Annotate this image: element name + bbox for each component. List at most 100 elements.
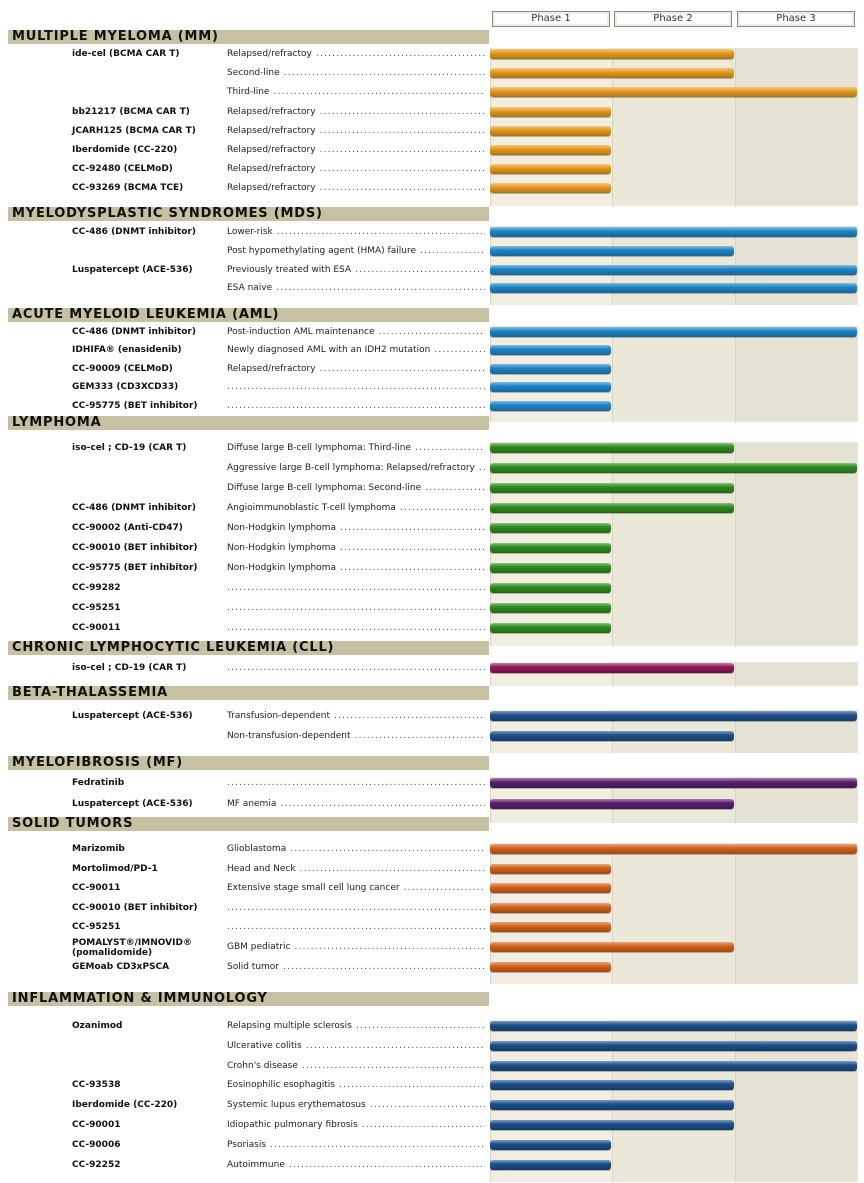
leader-dots: ........................................… bbox=[299, 863, 485, 874]
indication-text: Glioblastoma bbox=[227, 844, 287, 854]
phase-bar bbox=[490, 583, 611, 593]
indication-text: Solid tumor bbox=[227, 961, 280, 972]
drug-name: Mortolimod/PD-1 bbox=[72, 863, 158, 874]
leader-dots: ........................................… bbox=[227, 400, 485, 411]
indication-label: Autoimmune .............................… bbox=[227, 1159, 485, 1171]
indication-label: Diffuse large B-cell lymphoma: Second-li… bbox=[227, 482, 485, 494]
grid-cell bbox=[612, 843, 735, 985]
indication-label: Aggressive large B-cell lymphoma: Relaps… bbox=[227, 462, 485, 474]
drug-name: CC-92480 (CELMoD) bbox=[72, 164, 173, 175]
indication-label: Non-transfusion-dependent ..............… bbox=[227, 730, 485, 742]
leader-dots: ........................................… bbox=[290, 844, 485, 854]
indication-label: Relapsed/refractory ....................… bbox=[227, 163, 485, 175]
indication-label: Third-line .............................… bbox=[227, 86, 485, 98]
leader-dots: ........................................… bbox=[227, 663, 485, 673]
indication-text: Relapsed/refractory bbox=[227, 106, 316, 117]
indication-text: Non-Hodgkin lymphoma bbox=[227, 563, 336, 573]
phase-bar bbox=[490, 844, 857, 854]
drug-name: CC-486 (DNMT inhibitor) bbox=[72, 227, 196, 237]
phase-bar bbox=[490, 1021, 857, 1031]
indication-text: Crohn's disease bbox=[227, 1060, 298, 1071]
indication-label: Relapsed/refractory ....................… bbox=[227, 106, 485, 118]
grid-cell bbox=[735, 662, 858, 686]
phase-bar bbox=[490, 623, 611, 633]
section-title: BETA-THALASSEMIA bbox=[12, 685, 169, 700]
drug-name: CC-95775 (BET inhibitor) bbox=[72, 563, 198, 573]
leader-dots: ........................................… bbox=[276, 283, 485, 294]
indication-label: Glioblastoma ...........................… bbox=[227, 843, 485, 855]
leader-dots: ........................................… bbox=[319, 363, 485, 374]
leader-dots: ........................................… bbox=[273, 87, 486, 98]
indication-text: Diffuse large B-cell lymphoma: Second-li… bbox=[227, 483, 422, 493]
phase-bar bbox=[490, 327, 857, 337]
leader-dots: ........................................… bbox=[369, 1100, 485, 1111]
indication-label: MF anemia ..............................… bbox=[227, 798, 485, 810]
leader-dots: ........................................… bbox=[301, 1060, 485, 1071]
drug-name: GEM333 (CD3XCD33) bbox=[72, 382, 179, 393]
drug-name: CC-486 (DNMT inhibitor) bbox=[72, 503, 196, 513]
drug-name: CC-93538 bbox=[72, 1080, 121, 1091]
drug-name: bb21217 (BCMA CAR T) bbox=[72, 106, 190, 117]
phase-bar bbox=[490, 1060, 857, 1071]
section-band bbox=[8, 308, 489, 322]
indication-label: Lower-risk .............................… bbox=[227, 226, 485, 238]
drug-name: Fedratinib bbox=[72, 778, 125, 788]
grid-cell bbox=[735, 48, 858, 206]
leader-dots: ........................................… bbox=[276, 227, 485, 237]
indication-text: Angioimmunoblastic T-cell lymphoma bbox=[227, 503, 396, 513]
leader-dots: ........................................… bbox=[378, 327, 485, 337]
section-title: ACUTE MYELOID LEUKEMIA (AML) bbox=[12, 307, 280, 322]
leader-dots: ........................................… bbox=[361, 1120, 485, 1130]
indication-label: Second-line ............................… bbox=[227, 67, 485, 79]
phase-bar bbox=[490, 799, 734, 809]
section-title: INFLAMMATION & IMMUNOLOGY bbox=[12, 991, 268, 1006]
indication-label: Newly diagnosed AML with an IDH2 mutatio… bbox=[227, 344, 485, 356]
phase-bar bbox=[490, 49, 734, 59]
drug-name: CC-90002 (Anti-CD47) bbox=[72, 523, 183, 533]
phase-bar bbox=[490, 106, 611, 117]
drug-name: CC-99282 bbox=[72, 583, 121, 593]
leader-dots: ........................................… bbox=[283, 68, 485, 79]
indication-label: ESA naive ..............................… bbox=[227, 282, 485, 294]
phase-bar bbox=[490, 961, 611, 972]
phase-header-2: Phase 2 bbox=[614, 11, 732, 27]
leader-dots: ........................................… bbox=[478, 463, 485, 473]
leader-dots: ........................................… bbox=[227, 623, 485, 633]
section-band bbox=[8, 207, 489, 221]
indication-label: Extensive stage small cell lung cancer .… bbox=[227, 882, 485, 894]
phase-bar bbox=[490, 778, 857, 788]
phase-bar bbox=[490, 543, 611, 553]
indication-label: Angioimmunoblastic T-cell lymphoma .....… bbox=[227, 502, 485, 514]
indication-label: ........................................… bbox=[227, 602, 485, 614]
phase-bar bbox=[490, 1159, 611, 1170]
indication-text: MF anemia bbox=[227, 799, 277, 809]
phase-bar bbox=[490, 400, 611, 411]
grid-cell bbox=[735, 326, 858, 422]
leader-dots: ........................................… bbox=[227, 382, 485, 393]
leader-dots: ........................................… bbox=[319, 183, 485, 194]
indication-label: Idiopathic pulmonary fibrosis ..........… bbox=[227, 1119, 485, 1131]
leader-dots: ........................................… bbox=[227, 778, 485, 788]
leader-dots: ........................................… bbox=[319, 125, 485, 136]
phase-bar bbox=[490, 883, 611, 894]
indication-label: ........................................… bbox=[227, 662, 485, 674]
phase-bar bbox=[490, 1139, 611, 1150]
indication-text: Transfusion-dependent bbox=[227, 711, 330, 721]
drug-name: CC-90011 bbox=[72, 623, 121, 633]
section-band bbox=[8, 756, 489, 770]
leader-dots: ........................................… bbox=[420, 245, 485, 256]
leader-dots: ........................................… bbox=[338, 1080, 485, 1091]
section-title: LYMPHOMA bbox=[12, 415, 102, 430]
drug-name: CC-90010 (BET inhibitor) bbox=[72, 902, 198, 913]
leader-dots: ........................................… bbox=[270, 1139, 485, 1150]
drug-name: Ozanimod bbox=[72, 1021, 123, 1031]
phase-bar bbox=[490, 382, 611, 393]
indication-label: Eosinophilic esophagitis ...............… bbox=[227, 1079, 485, 1091]
drug-name: CC-90011 bbox=[72, 883, 121, 894]
drug-name: iso-cel ; CD-19 (CAR T) bbox=[72, 443, 187, 453]
indication-label: Systemic lupus erythematosus ...........… bbox=[227, 1099, 485, 1111]
leader-dots: ........................................… bbox=[227, 583, 485, 593]
drug-name: Iberdomide (CC-220) bbox=[72, 1100, 178, 1111]
indication-text: Third-line bbox=[227, 87, 270, 98]
drug-name: Iberdomide (CC-220) bbox=[72, 145, 178, 155]
